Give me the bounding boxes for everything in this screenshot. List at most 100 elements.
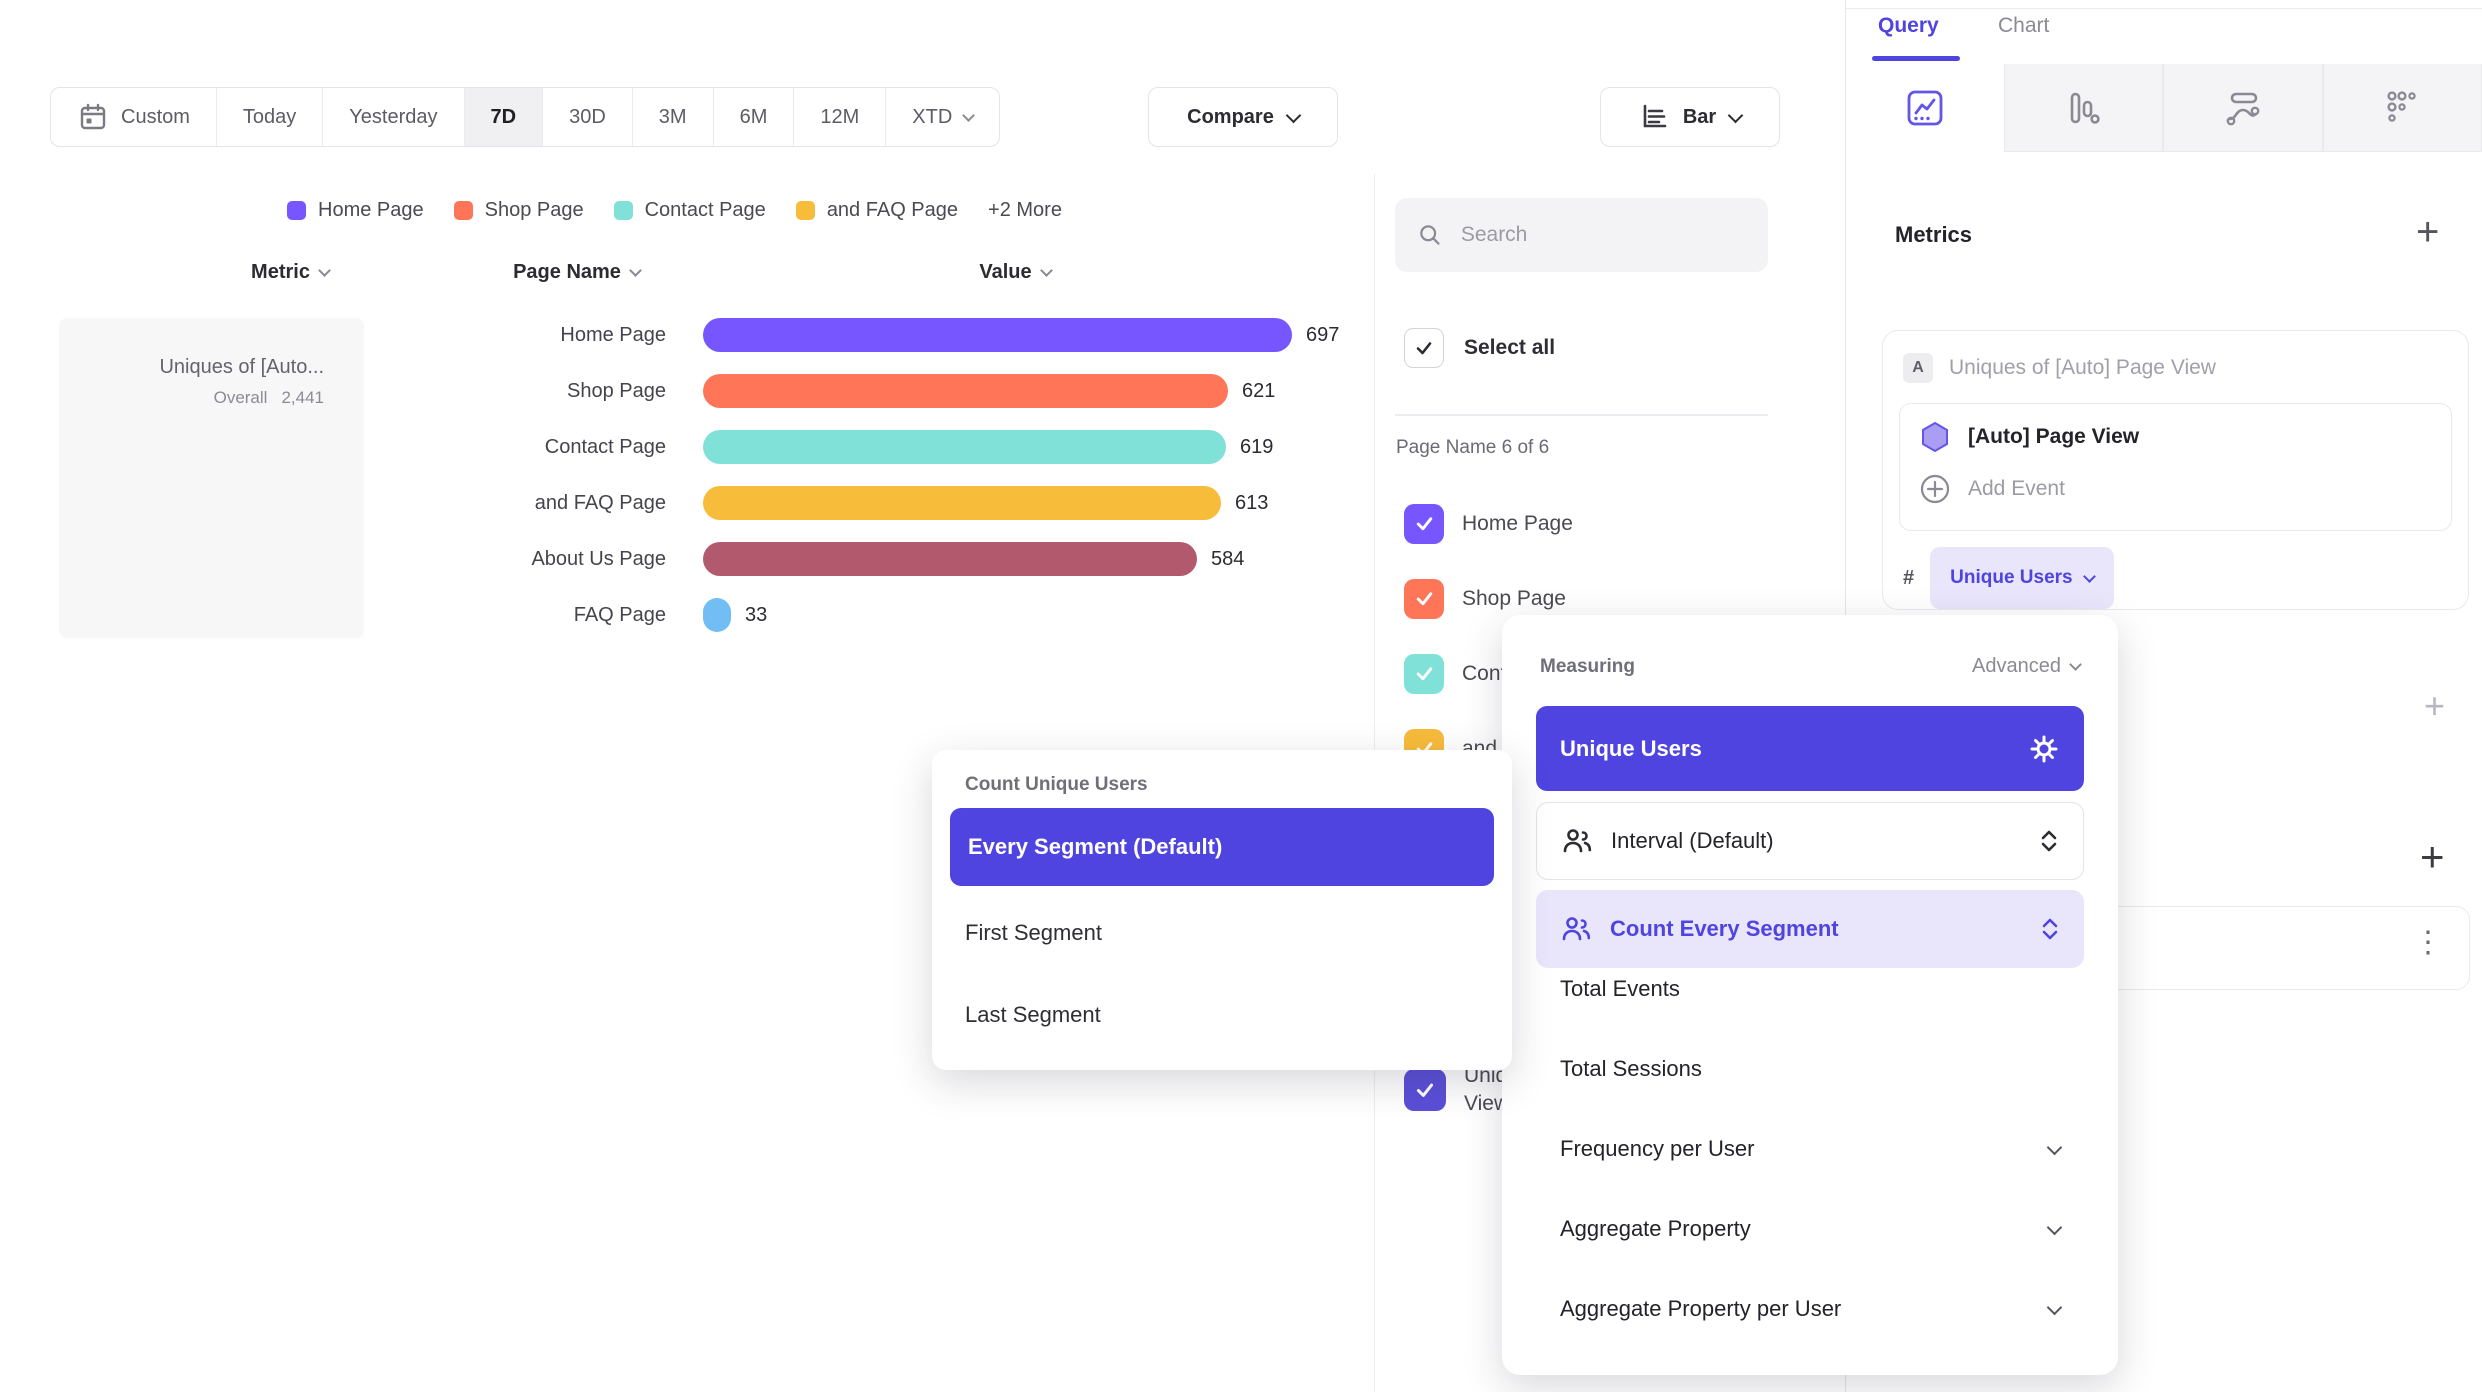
table-row[interactable]: and FAQ Page 613 <box>380 475 1339 531</box>
advanced-toggle[interactable]: Advanced <box>1972 655 2082 678</box>
measurement-pill[interactable]: Unique Users <box>1930 547 2114 609</box>
legend-item[interactable]: Contact Page <box>613 199 766 222</box>
date-range-custom[interactable]: Custom <box>51 88 217 146</box>
row-bar[interactable] <box>703 542 1197 576</box>
add-event-row[interactable]: Add Event <box>1900 454 2451 506</box>
tab-funnels[interactable] <box>2003 64 2163 152</box>
segment-checkbox[interactable] <box>1404 578 1444 619</box>
measuring-option[interactable]: Aggregate Property per User <box>1536 1269 2084 1349</box>
event-row[interactable]: [Auto] Page View <box>1900 404 2451 454</box>
metric-summary-card[interactable]: Uniques of [Auto... Overall 2,441 <box>59 318 364 638</box>
chart-type-button[interactable]: Bar <box>1600 87 1780 147</box>
legend-swatch <box>613 200 633 220</box>
search-icon <box>1420 225 1440 245</box>
legend-item[interactable]: Shop Page <box>453 199 584 222</box>
count-mode-selector[interactable]: Count Every Segment <box>1536 890 2084 968</box>
column-header-metric[interactable]: Metric <box>225 258 355 286</box>
date-range-xtd[interactable]: XTD <box>886 88 999 146</box>
segment-checkbox-item[interactable]: Shop Page <box>1404 561 1603 636</box>
date-range-3m[interactable]: 3M <box>633 88 714 146</box>
event-name: [Auto] Page View <box>1968 425 2140 448</box>
stepper-icon <box>2042 918 2058 940</box>
option-every-segment-selected[interactable]: Every Segment (Default) <box>950 808 1494 886</box>
segment-checkbox-item[interactable]: Home Page <box>1404 486 1603 561</box>
legend-item[interactable]: and FAQ Page <box>795 199 958 222</box>
chart-type-label: Bar <box>1682 105 1717 128</box>
legend-item[interactable]: Home Page <box>287 199 424 222</box>
people-icon <box>1563 829 1592 853</box>
search-input[interactable] <box>1458 222 1746 248</box>
tab-retention[interactable] <box>2322 64 2482 152</box>
count-popup-title: Count Unique Users <box>965 774 1148 795</box>
interval-selector[interactable]: Interval (Default) <box>1536 802 2084 880</box>
table-row[interactable]: Home Page 697 <box>380 307 1339 363</box>
compare-button[interactable]: Compare <box>1148 87 1338 147</box>
row-bar[interactable] <box>703 318 1292 352</box>
table-row[interactable]: FAQ Page 33 <box>380 587 1339 643</box>
measuring-popup: Measuring Advanced Unique Users Interval… <box>1502 615 2118 1375</box>
report-type-tabs <box>1846 64 2482 152</box>
segment-checkbox[interactable] <box>1404 653 1444 694</box>
circle-plus-icon <box>1920 474 1950 504</box>
option-unique-users-selected[interactable]: Unique Users <box>1536 706 2084 791</box>
check-icon <box>1416 342 1432 355</box>
tab-insights[interactable] <box>1846 64 2004 152</box>
metrics-heading: Metrics <box>1895 222 1973 247</box>
count-option[interactable]: Last Segment <box>965 1002 1101 1027</box>
measuring-option[interactable]: Frequency per User <box>1536 1109 2084 1189</box>
chevron-down-icon <box>1727 107 1744 123</box>
tab-flows[interactable] <box>2163 64 2323 152</box>
measuring-option[interactable]: Total Sessions <box>1560 1056 1702 1081</box>
select-all-checkbox[interactable] <box>1404 328 1444 368</box>
date-range-6m[interactable]: 6M <box>714 88 795 146</box>
check-icon <box>1416 517 1432 531</box>
row-bar[interactable] <box>703 430 1226 464</box>
metric-definition-card: A Uniques of [Auto] Page View [Auto] Pag… <box>1882 330 2469 610</box>
sort-chevron-icon <box>629 263 642 277</box>
measuring-option[interactable]: Aggregate Property <box>1536 1189 2084 1269</box>
sort-chevron-icon <box>318 263 331 277</box>
date-range-7d[interactable]: 7D <box>464 88 544 146</box>
column-header-value[interactable]: Value <box>960 258 1070 286</box>
row-page-name: Home Page <box>560 323 666 346</box>
table-row[interactable]: Shop Page 621 <box>380 363 1339 419</box>
legend-swatch <box>795 200 815 220</box>
date-range-30d[interactable]: 30D <box>543 88 633 146</box>
segment-search[interactable] <box>1395 198 1768 272</box>
chevron-down-icon <box>2082 569 2096 583</box>
gear-icon[interactable] <box>2028 733 2060 765</box>
select-all-row[interactable]: Select all <box>1404 325 1555 371</box>
row-bar[interactable] <box>703 598 731 632</box>
calendar-icon <box>80 103 106 130</box>
row-page-name: About Us Page <box>531 547 666 570</box>
row-page-name: FAQ Page <box>573 603 666 626</box>
row-value: 613 <box>1235 491 1269 514</box>
row-bar[interactable] <box>703 374 1228 408</box>
table-row[interactable]: Contact Page 619 <box>380 419 1339 475</box>
event-card: [Auto] Page View Add Event <box>1899 403 2452 531</box>
row-bar[interactable] <box>703 486 1221 520</box>
count-option[interactable]: First Segment <box>965 920 1102 945</box>
date-range-today[interactable]: Today <box>217 88 324 146</box>
tab-query[interactable]: Query <box>1878 14 1939 37</box>
column-header-page-name[interactable]: Page Name <box>484 258 669 286</box>
add-metric-button[interactable]: + <box>2416 210 2440 254</box>
check-icon <box>1416 592 1432 606</box>
table-row[interactable]: About Us Page 584 <box>380 531 1339 587</box>
date-range-yesterday[interactable]: Yesterday <box>323 88 465 146</box>
more-options-icon[interactable]: ⋮ <box>2413 926 2443 959</box>
add-filter-button[interactable]: + <box>2424 685 2446 726</box>
date-range-12m[interactable]: 12M <box>794 88 887 146</box>
row-value: 33 <box>745 603 768 626</box>
measuring-options-list: Total Events Total Sessions Frequency per … <box>1536 949 2084 1349</box>
row-value: 619 <box>1240 435 1274 458</box>
add-breakdown-button[interactable]: + <box>2420 833 2445 880</box>
series-checkbox[interactable] <box>1404 1069 1446 1112</box>
segment-checkbox[interactable] <box>1404 503 1444 544</box>
tab-chart[interactable]: Chart <box>1998 14 2050 37</box>
legend-more[interactable]: +2 More <box>988 198 1062 221</box>
count-options-list: First Segment Last Segment <box>965 908 1475 1072</box>
measuring-option[interactable]: Total Events <box>1560 976 1680 1001</box>
row-page-name: Shop Page <box>567 379 666 402</box>
